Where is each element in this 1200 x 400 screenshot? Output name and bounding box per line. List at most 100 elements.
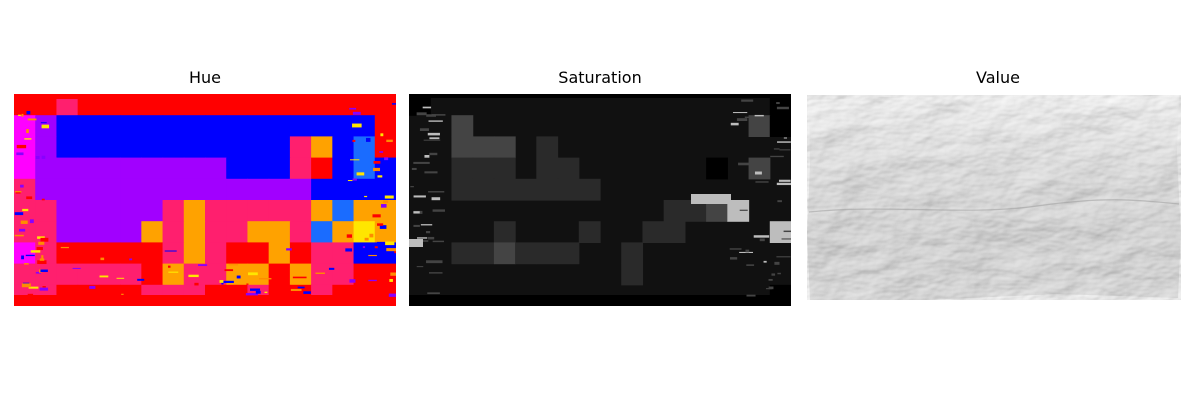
hue-noise: [24, 138, 32, 140]
saturation-noise: [416, 266, 424, 268]
hue-noise: [388, 293, 396, 297]
hue-tile: [205, 136, 227, 159]
hue-noise: [391, 103, 396, 105]
saturation-noise: [427, 132, 440, 136]
saturation-noise: [768, 286, 774, 290]
hue-noise: [20, 184, 24, 188]
hue-tile: [141, 136, 164, 159]
hue-tile: [56, 263, 79, 286]
saturation-noise: [774, 261, 780, 265]
hue-tile: [268, 136, 291, 159]
hue-tile: [247, 115, 270, 137]
hue-tile: [247, 263, 270, 286]
hue-noise: [248, 272, 258, 276]
hue-noise: [328, 267, 335, 270]
saturation-noise: [777, 272, 781, 275]
hue-noise: [21, 255, 24, 260]
hue-tile: [374, 242, 396, 265]
hue-tile: [332, 221, 355, 243]
hue-bottom-band: [14, 295, 396, 306]
hue-noise: [16, 144, 27, 149]
saturation-noise: [413, 211, 420, 214]
saturation-tile: [578, 221, 601, 243]
hue-tile: [247, 242, 270, 265]
saturation-tile: [557, 157, 580, 180]
hue-tile: [374, 136, 396, 159]
hue-tile: [98, 242, 121, 265]
hue-noise: [224, 269, 234, 272]
saturation-noise: [416, 112, 427, 116]
hue-noise: [385, 241, 395, 246]
hue-tile: [141, 178, 164, 201]
hue-noise: [37, 260, 47, 265]
saturation-tile: [536, 136, 559, 159]
hue-image: [14, 94, 396, 306]
saturation-noise: [783, 137, 788, 139]
hue-tile: [353, 115, 376, 137]
hue-tile: [353, 242, 376, 265]
hue-tile: [268, 263, 291, 286]
hue-tile: [56, 178, 79, 201]
hue-noise: [188, 274, 199, 278]
hue-noise: [352, 178, 357, 181]
saturation-tile: [706, 157, 728, 180]
hue-noise: [14, 212, 24, 216]
hue-noise: [198, 264, 208, 267]
hue-noise: [26, 196, 33, 200]
hue-noise: [380, 133, 384, 137]
hue-tile: [332, 94, 355, 116]
saturation-noise: [776, 182, 791, 186]
hue-tile: [14, 94, 36, 116]
hue-tile: [226, 115, 249, 137]
saturation-noise: [730, 122, 739, 126]
saturation-noise: [427, 292, 440, 295]
hue-noise: [164, 250, 177, 252]
hue-noise: [41, 155, 46, 159]
hue-tile: [14, 242, 36, 265]
hue-tile: [332, 263, 355, 286]
hue-noise: [35, 156, 40, 159]
hue-noise: [15, 192, 21, 194]
hue-noise: [347, 180, 353, 182]
saturation-tile: [536, 157, 559, 180]
hue-noise: [116, 277, 125, 279]
hue-tile: [374, 115, 396, 137]
hue-tile: [183, 221, 206, 243]
saturation-tile: [769, 94, 791, 116]
hue-tile: [226, 136, 249, 159]
hue-tile: [77, 200, 100, 222]
hue-noise: [14, 234, 24, 237]
hue-tile: [183, 94, 206, 116]
hue-noise: [21, 283, 31, 288]
hue-noise: [27, 293, 34, 297]
hue-noise: [297, 286, 305, 289]
saturation-tile: [493, 136, 516, 159]
hue-tile: [353, 157, 376, 180]
saturation-noise: [763, 260, 767, 263]
saturation-tile: [769, 221, 791, 243]
hue-tile: [77, 178, 100, 201]
hue-tile: [120, 136, 142, 159]
saturation-noise: [427, 236, 435, 240]
hue-tile: [205, 263, 227, 286]
saturation-tile: [663, 221, 686, 243]
saturation-noise: [426, 260, 443, 264]
saturation-panel-title: Saturation: [558, 68, 642, 87]
hue-tile: [35, 263, 58, 286]
saturation-noise: [777, 200, 782, 203]
hue-noise: [219, 280, 224, 283]
hue-noise: [20, 220, 28, 224]
hue-noise: [369, 233, 374, 238]
saturation-tile: [578, 178, 601, 201]
hue-tile: [311, 242, 333, 265]
saturation-tile: [515, 178, 537, 201]
saturation-tile: [663, 200, 686, 222]
saturation-noise: [413, 224, 420, 227]
hue-noise: [30, 250, 41, 253]
hue-tile: [141, 221, 164, 243]
hue-tile: [289, 115, 312, 137]
saturation-noise: [422, 106, 432, 109]
saturation-noise: [739, 209, 748, 211]
hue-noise: [390, 272, 396, 276]
hue-tile: [77, 157, 100, 180]
